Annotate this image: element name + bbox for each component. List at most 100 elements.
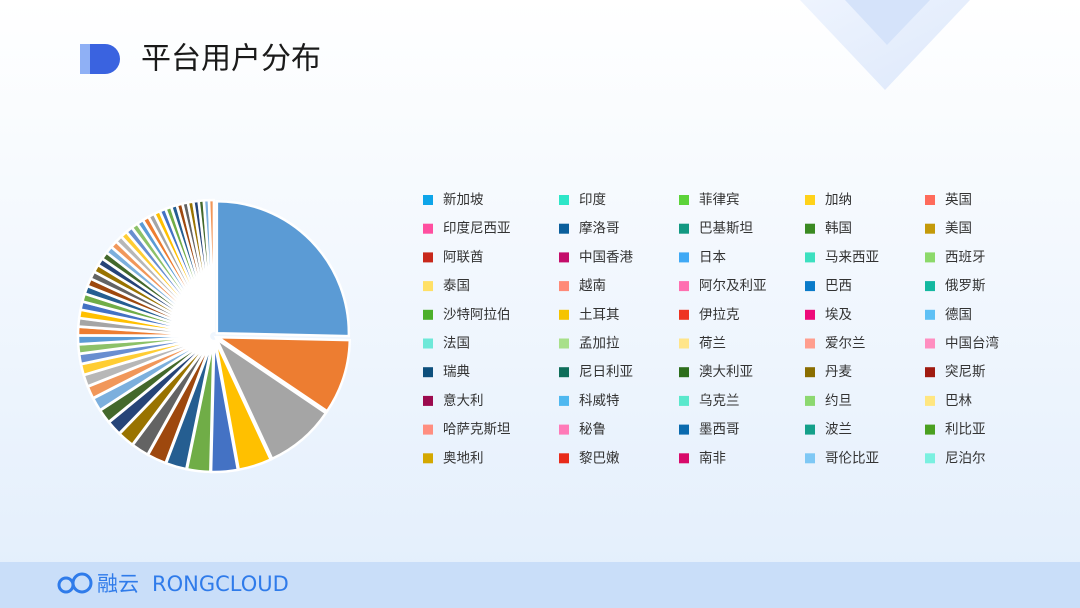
legend-label: 英国: [945, 191, 972, 208]
legend-swatch: [423, 338, 433, 349]
legend-swatch: [423, 252, 433, 263]
legend-label: 科威特: [579, 393, 620, 409]
legend-swatch: [805, 281, 815, 292]
legend-swatch: [679, 309, 689, 320]
brand-en: RONGCLOUD: [152, 572, 289, 596]
pie-slice: [207, 198, 216, 333]
legend-swatch: [925, 367, 935, 378]
legend-label: 泰国: [443, 278, 470, 294]
legend-swatch: [679, 395, 689, 406]
legend-label: 德国: [945, 307, 972, 323]
legend-label: 阿尔及利亚: [699, 278, 767, 294]
legend-label: 巴西: [825, 278, 852, 294]
legend-swatch: [679, 223, 689, 234]
decoration: [800, 0, 970, 90]
legend-swatch: [805, 395, 815, 406]
legend-label: 法国: [443, 336, 470, 352]
pie: [76, 198, 352, 474]
footer-band: [0, 562, 1080, 608]
legend-label: 哥伦比亚: [825, 450, 879, 466]
legend-swatch: [925, 338, 935, 349]
legend-swatch: [925, 424, 935, 435]
brand-cn: 融云: [97, 572, 139, 596]
legend-label: 埃及: [825, 307, 853, 323]
legend-swatch: [925, 453, 935, 464]
legend-swatch: [805, 195, 815, 205]
legend-label: 土耳其: [579, 307, 620, 323]
legend-label: 印度: [579, 192, 606, 208]
legend-label: 美国: [945, 221, 972, 237]
legend-swatch: [559, 309, 569, 320]
legend-swatch: [805, 453, 815, 464]
legend-swatch: [559, 281, 569, 292]
legend-swatch: [423, 309, 433, 320]
decoration: [845, 0, 930, 45]
legend-swatch: [423, 367, 433, 378]
legend-swatch: [559, 367, 569, 378]
legend-swatch: [805, 223, 815, 234]
pie-slice: [213, 335, 328, 461]
legend-swatch: [423, 395, 433, 406]
legend-label: 韩国: [825, 221, 852, 237]
legend-label: 乌克兰: [699, 393, 740, 409]
legend-label: 墨西哥: [699, 422, 740, 438]
legend-label: 伊拉克: [699, 307, 740, 323]
legend-label: 瑞典: [443, 364, 470, 380]
legend-swatch: [679, 367, 689, 378]
legend-label: 利比亚: [945, 422, 986, 438]
legend-label: 新加坡: [443, 192, 484, 208]
legend-label: 秘鲁: [579, 422, 606, 438]
legend-swatch: [805, 309, 815, 320]
legend-label: 奥地利: [443, 449, 484, 466]
legend-swatch: [805, 424, 815, 435]
legend-swatch: [559, 424, 569, 435]
legend-label: 日本: [699, 249, 727, 265]
legend-label: 爱尔兰: [825, 336, 866, 352]
legend-label: 印度尼西亚: [443, 221, 511, 237]
legend-swatch: [679, 252, 689, 263]
legend-label: 巴基斯坦: [699, 220, 753, 237]
legend-swatch: [679, 453, 689, 464]
legend-swatch: [925, 223, 935, 234]
legend-label: 澳大利亚: [699, 364, 753, 380]
legend-swatch: [679, 338, 689, 349]
legend-swatch: [925, 252, 935, 263]
legend-swatch: [423, 281, 433, 292]
legend-label: 孟加拉: [579, 336, 620, 352]
legend-label: 黎巴嫩: [579, 450, 620, 466]
legend-swatch: [423, 223, 433, 234]
legend-label: 沙特阿拉伯: [443, 307, 511, 323]
legend-label: 摩洛哥: [579, 220, 620, 237]
logo: [71, 572, 93, 594]
legend-label: 马来西亚: [825, 249, 879, 265]
legend-label: 西班牙: [945, 249, 986, 265]
legend-swatch: [423, 424, 433, 435]
legend-swatch: [925, 281, 935, 292]
legend-swatch: [559, 252, 569, 263]
legend-swatch: [559, 453, 569, 464]
legend-label: 菲律宾: [699, 192, 740, 208]
legend-swatch: [559, 223, 569, 234]
legend-label: 中国香港: [579, 249, 633, 265]
legend-label: 突尼斯: [945, 364, 986, 380]
legend-swatch: [805, 367, 815, 378]
legend-swatch: [679, 281, 689, 292]
legend-swatch: [559, 395, 569, 406]
legend-label: 阿联酋: [443, 248, 484, 265]
legend-label: 南非: [699, 450, 726, 466]
legend-swatch: [423, 453, 433, 464]
legend-swatch: [679, 195, 689, 205]
legend-swatch: [559, 195, 569, 205]
legend-label: 尼日利亚: [579, 364, 633, 380]
title: 平台用户分布: [141, 42, 321, 77]
legend-swatch: [423, 195, 433, 205]
legend-label: 俄罗斯: [945, 278, 986, 294]
legend-label: 丹麦: [825, 364, 853, 380]
legend-swatch: [925, 395, 935, 406]
pie-slice: [215, 199, 351, 338]
legend-label: 哈萨克斯坦: [443, 422, 511, 438]
legend-swatch: [805, 338, 815, 349]
legend-label: 加纳: [825, 192, 852, 208]
